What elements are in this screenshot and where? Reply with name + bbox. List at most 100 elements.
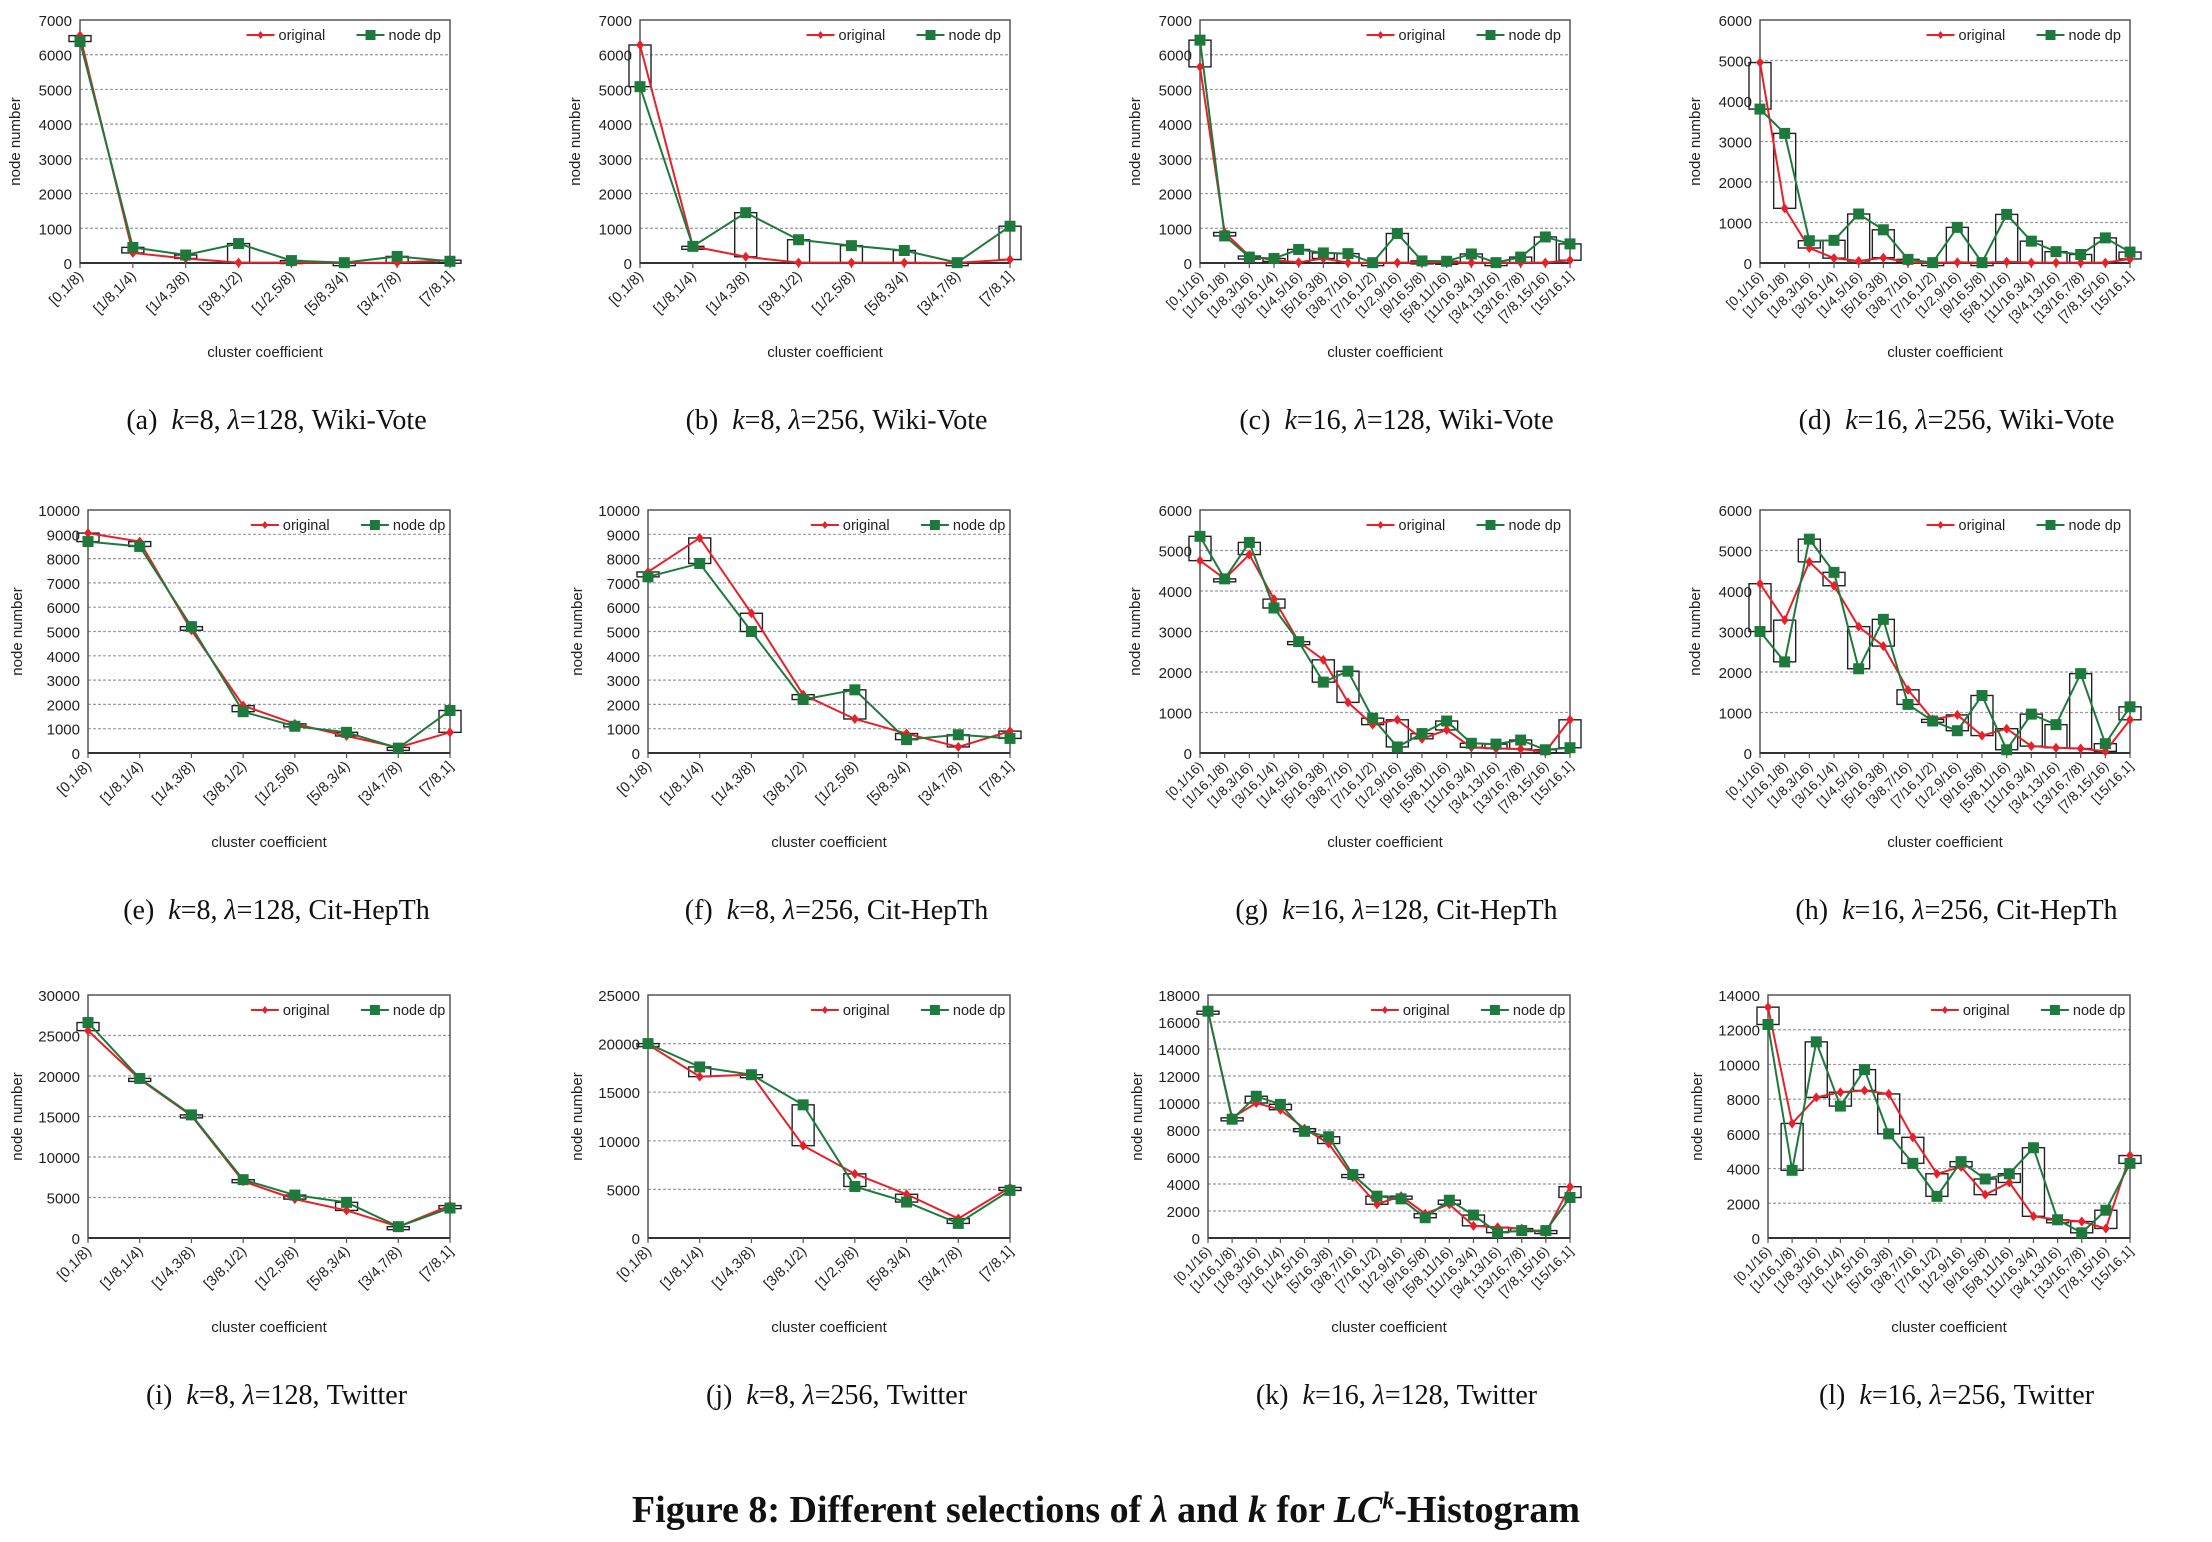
series-line-node-dp [1199,40,1571,264]
subfigure-label: (e) [123,895,155,926]
point-node-dp [127,241,139,253]
param-k-symbol: k [1284,405,1297,436]
x-tick-label: [1/8,1/4) [98,1244,147,1293]
difference-box [734,211,758,258]
x-axis-title: cluster coefficient [767,344,883,361]
y-tick-label: 0 [64,256,72,273]
point-original [2101,1223,2110,1234]
chart-j: 0 5000 10000 15000 20000 25000 [0,1/8) [1/8,1/4… [569,988,1022,1336]
y-axis-title: node number [1129,1072,1146,1160]
point-node-dp [185,621,197,633]
plot-area [1207,994,1571,1239]
point-original [1319,654,1328,665]
y-tick-label: 14000 [1718,988,1760,1005]
point-node-dp [391,250,403,262]
point-original [636,39,644,50]
point-original [1836,1087,1845,1098]
y-tick-label: 6000 [1159,503,1192,520]
param-lambda-value: =128, [1364,895,1437,926]
param-lambda-symbol: λ [1352,895,1365,926]
point-node-dp [1539,744,1551,756]
y-tick-label: 7000 [599,13,632,30]
y-axis-title: node number [7,97,24,185]
point-node-dp [1467,1209,1479,1221]
point-original [1953,709,1962,720]
param-lambda-value: =128, [236,895,309,926]
dataset-name: Wiki-Vote [311,405,427,436]
y-tick-label: 0 [632,1231,640,1248]
y-tick-label: 7000 [47,576,80,593]
point-node-dp [444,1202,456,1214]
point-original [1270,594,1278,605]
point-node-dp [845,240,857,252]
y-tick-label: 6000 [1167,1150,1200,1167]
point-node-dp [745,626,757,637]
param-k-value: =16, [1314,1380,1373,1411]
point-node-dp [1853,663,1865,675]
param-k-value: =8, [183,405,228,436]
point-node-dp [237,1174,249,1186]
series-line-original [647,536,1011,748]
legend-label-original: original [1399,518,1446,534]
param-lambda-value: =128, [1384,1380,1457,1411]
param-k-symbol: k [732,405,745,436]
point-node-dp [1883,1128,1895,1140]
legend-marker-node-dp [929,520,940,530]
plot-area [1199,19,1571,264]
y-tick-label: 4000 [47,649,80,666]
dataset-name: Wiki-Vote [1438,405,1554,436]
y-tick-label: 2000 [1159,187,1192,204]
point-node-dp [2075,668,2087,680]
x-tick-label: [3/4,7/8) [355,269,404,318]
point-node-dp [1515,251,1527,263]
chart-f: 0 1000 2000 3000 4000 5000 6000 7000 8000 9000 100… [569,503,1022,851]
chart-e: 0 1000 2000 3000 4000 5000 6000 7000 8000 9000 100… [9,503,462,851]
param-lambda-value: =128, [239,405,312,436]
point-node-dp [1907,1157,1919,1169]
y-tick-label: 8000 [1727,1092,1760,1109]
y-tick-label: 4000 [1727,1162,1760,1179]
legend-label-original: original [1403,1003,1450,1019]
param-lambda-symbol: λ [227,405,240,436]
point-node-dp [1490,738,1502,750]
point-original [954,741,963,752]
x-tick-label: [5/8,3/4) [862,269,911,318]
series-line-node-dp [79,41,451,264]
y-tick-label: 3000 [47,673,80,690]
param-k-value: =16, [1294,895,1353,926]
point-original [1780,203,1789,214]
point-node-dp [1268,252,1280,264]
legend-marker-node-dp [2045,520,2056,530]
y-tick-label: 0 [1744,746,1752,763]
point-original [1932,1168,1941,1179]
y-tick-label: 20000 [38,1069,80,1086]
x-tick-label: [7/8,1] [417,1244,457,1284]
chart-k: 0 2000 4000 6000 8000 10000 12000 14000 16000 180… [1129,988,1582,1336]
subfigure-caption-j: (j) k=8, λ=256, Twitter [560,1380,1113,1412]
param-lambda-symbol: λ [1912,895,1925,926]
legend-label-original: original [839,28,886,44]
x-tick-label: [0,1/8) [614,759,654,799]
difference-box [2068,672,2093,750]
legend-marker-node-dp [1485,520,1496,530]
point-node-dp [1268,602,1280,614]
point-node-dp [1786,1164,1798,1176]
point-node-dp [180,249,192,261]
point-original [1879,252,1888,263]
dataset-name: Wiki-Vote [872,405,988,436]
point-node-dp [1194,34,1206,46]
legend: original node dp [250,518,445,534]
point-node-dp [1810,1036,1822,1048]
point-node-dp [1979,1173,1991,1185]
point-node-dp [1951,725,1963,737]
chart-a: 0 1000 2000 3000 4000 5000 6000 7000 [0,1/8) [1/8… [7,13,462,361]
param-k-symbol: k [726,895,740,926]
point-original [799,1140,808,1151]
param-k-symbol: k [168,895,181,926]
point-original [794,257,803,268]
y-tick-label: 8000 [607,552,640,569]
dataset-name: Twitter [2013,1380,2095,1411]
point-node-dp [1416,728,1428,740]
y-tick-label: 14000 [1158,1042,1200,1059]
dataset-name: Wiki-Vote [1999,405,2115,436]
